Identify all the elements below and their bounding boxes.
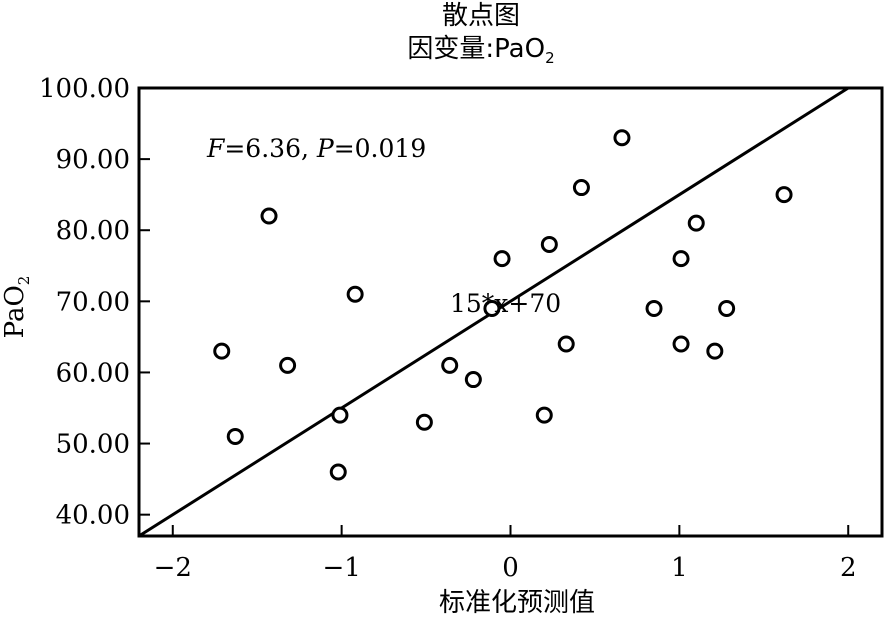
data-point <box>535 406 553 424</box>
data-point <box>540 235 558 253</box>
y-axis-label-main: PaO <box>0 285 30 338</box>
p-stat-value: =0.019 <box>334 134 427 163</box>
chart-subtitle: 因变量:PaO2 <box>407 34 554 67</box>
data-point <box>687 214 705 232</box>
y-tick-label: 90.00 <box>56 145 130 175</box>
f-stat-name: F <box>206 134 226 163</box>
data-point <box>718 299 736 317</box>
x-tick-label: 0 <box>502 553 519 583</box>
data-point <box>645 299 663 317</box>
chart-subtitle-main: 因变量:PaO <box>407 34 545 64</box>
data-point <box>613 129 631 147</box>
y-axis: 40.00 50.00 60.00 70.00 80.00 90.00 100.00 <box>39 74 150 531</box>
y-tick-label: 80.00 <box>56 216 130 246</box>
data-point <box>279 356 297 374</box>
chart-title-group: 散点图 因变量:PaO2 <box>407 1 554 67</box>
fit-line-label: 15*x+70 <box>450 289 561 318</box>
data-point <box>672 250 690 268</box>
data-point <box>464 371 482 389</box>
data-points <box>213 129 793 481</box>
data-point <box>346 285 364 303</box>
y-axis-label-sub: 2 <box>15 276 33 286</box>
y-tick-label: 70.00 <box>56 287 130 317</box>
y-tick-label: 60.00 <box>56 358 130 388</box>
data-point <box>441 356 459 374</box>
data-point <box>493 250 511 268</box>
p-stat-name: P <box>316 134 335 163</box>
stats-annotation: F=6.36, P=0.019 <box>206 134 426 163</box>
chart-title: 散点图 <box>442 1 520 31</box>
x-axis-label: 标准化预测值 <box>439 588 595 618</box>
data-point <box>572 179 590 197</box>
x-tick-label: −1 <box>322 553 360 583</box>
data-point <box>331 406 349 424</box>
data-point <box>415 413 433 431</box>
data-point <box>213 342 231 360</box>
x-tick-label: 2 <box>840 553 857 583</box>
x-tick-label: −2 <box>154 553 192 583</box>
y-tick-label: 50.00 <box>56 430 130 460</box>
data-point <box>329 463 347 481</box>
y-tick-label: 100.00 <box>39 74 130 104</box>
data-point <box>775 186 793 204</box>
f-stat-value: =6.36, <box>224 134 317 163</box>
data-point <box>706 342 724 360</box>
y-tick-label: 40.00 <box>56 501 130 531</box>
x-tick-label: 1 <box>671 553 688 583</box>
chart-subtitle-sub: 2 <box>545 49 555 67</box>
data-point <box>483 299 501 317</box>
data-point <box>260 207 278 225</box>
data-point <box>672 335 690 353</box>
y-axis-label: PaO2 <box>0 276 33 339</box>
x-axis: −2 −1 0 1 2 <box>154 525 857 583</box>
data-point <box>226 427 244 445</box>
data-point <box>557 335 575 353</box>
